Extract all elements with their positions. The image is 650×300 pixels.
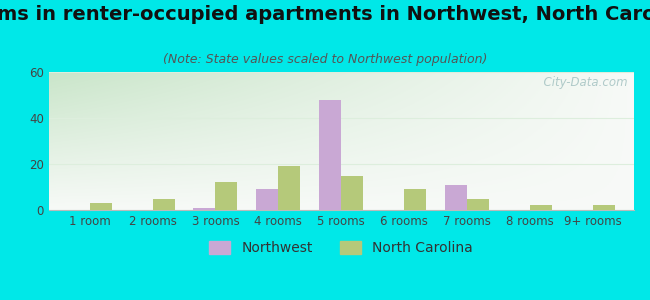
- Bar: [194, 208, 215, 210]
- Bar: [530, 206, 552, 210]
- Bar: [319, 100, 341, 210]
- Bar: [215, 182, 237, 210]
- Bar: [90, 203, 112, 210]
- Text: (Note: State values scaled to Northwest population): (Note: State values scaled to Northwest …: [162, 52, 488, 65]
- Bar: [153, 199, 175, 210]
- Bar: [467, 199, 489, 210]
- Legend: Northwest, North Carolina: Northwest, North Carolina: [204, 236, 478, 261]
- Bar: [278, 166, 300, 210]
- Bar: [256, 189, 278, 210]
- Text: Rooms in renter-occupied apartments in Northwest, North Carolina: Rooms in renter-occupied apartments in N…: [0, 4, 650, 23]
- Bar: [404, 189, 426, 210]
- Bar: [445, 185, 467, 210]
- Bar: [341, 176, 363, 210]
- Text: City-Data.com: City-Data.com: [536, 76, 628, 89]
- Bar: [593, 206, 615, 210]
